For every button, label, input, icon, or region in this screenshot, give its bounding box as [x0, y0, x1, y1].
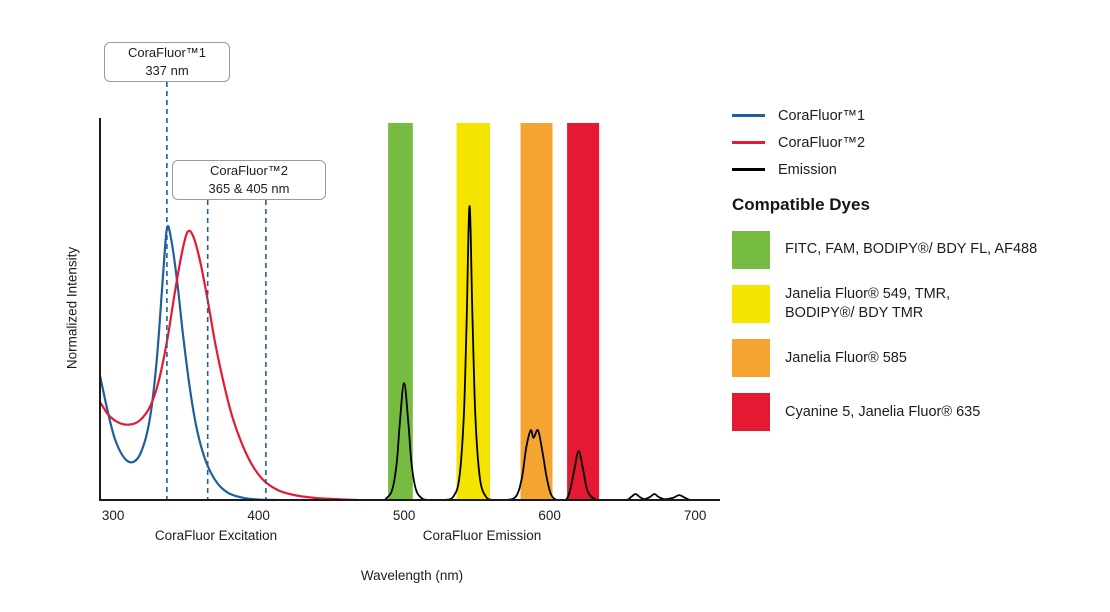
legend-item-corafluor1: CoraFluor™1	[732, 106, 1106, 125]
emission-curve	[338, 205, 704, 501]
legend-line-corafluor2	[732, 141, 765, 144]
x-tick-label-600: 600	[538, 508, 561, 523]
dye-item-yellow: Janelia Fluor® 549, TMR, BODIPY®/ BDY TM…	[732, 285, 1106, 324]
dye-item-red: Cyanine 5, Janelia Fluor® 635	[732, 393, 1106, 432]
x-tick-label-300: 300	[101, 508, 125, 523]
corafluor1-excitation-curve	[98, 225, 277, 502]
x-section-label-excitation: CoraFluor Excitation	[154, 528, 278, 543]
legend-item-corafluor2: CoraFluor™2	[732, 133, 1106, 152]
x-tick-label-500: 500	[392, 508, 416, 523]
dye-label-red: Cyanine 5, Janelia Fluor® 635	[785, 403, 981, 420]
dye-swatch-yellow	[732, 285, 770, 324]
x-section-label-emission: CoraFluor Emission	[422, 528, 542, 543]
dye-swatch-red	[732, 393, 770, 432]
dye-item-orange: Janelia Fluor® 585	[732, 339, 1106, 378]
dye-label-yellow-line1: Janelia Fluor® 549, TMR,	[785, 286, 951, 302]
dye-label-orange: Janelia Fluor® 585	[785, 349, 907, 366]
legend-label-corafluor1: CoraFluor™1	[778, 107, 866, 124]
compatible-dyes-heading: Compatible Dyes	[732, 195, 870, 214]
dye-item-green: FITC, FAM, BODIPY®/ BDY FL, AF488	[732, 231, 1106, 269]
legend-line-corafluor1	[732, 114, 765, 117]
callout-corafluor1-value: 337 nm	[145, 63, 189, 78]
legend-item-emission: Emission	[732, 160, 1106, 179]
callout-corafluor2-value: 365 & 405 nm	[208, 181, 290, 196]
dye-label-green: FITC, FAM, BODIPY®/ BDY FL, AF488	[785, 241, 1038, 258]
dye-swatch-green	[732, 231, 770, 269]
x-tick-label-700: 700	[683, 508, 707, 523]
dye-label-yellow: Janelia Fluor® 549, TMR, BODIPY®/ BDY TM…	[785, 285, 950, 323]
callout-corafluor2: CoraFluor™2 365 & 405 nm	[172, 160, 326, 200]
x-tick-label-400: 400	[247, 508, 270, 523]
corafluor2-excitation-curve	[99, 229, 358, 502]
emission-filter-band-3	[567, 123, 600, 500]
legend-line-emission	[732, 168, 765, 171]
plot-canvas	[98, 82, 720, 502]
y-axis-label: Normalized Intensity	[64, 246, 80, 370]
dye-swatch-orange	[732, 339, 770, 378]
callout-corafluor1: CoraFluor™1 337 nm	[104, 42, 230, 82]
dye-label-yellow-line2: BODIPY®/ BDY TMR	[785, 305, 924, 322]
callout-corafluor1-title: CoraFluor™1	[127, 44, 207, 60]
legend-panel: CoraFluor™1 CoraFluor™2 Emission Compati…	[732, 106, 1106, 447]
legend-label-emission: Emission	[778, 161, 837, 178]
x-axis-label: Wavelength (nm)	[360, 568, 464, 583]
emission-filter-band-2	[520, 123, 553, 500]
spectra-chart: 300 400 500 600 700 Normalized Intensity Cor…	[64, 42, 720, 583]
callout-corafluor2-title: CoraFluor™2	[209, 162, 289, 178]
legend-label-corafluor2: CoraFluor™2	[778, 134, 866, 151]
